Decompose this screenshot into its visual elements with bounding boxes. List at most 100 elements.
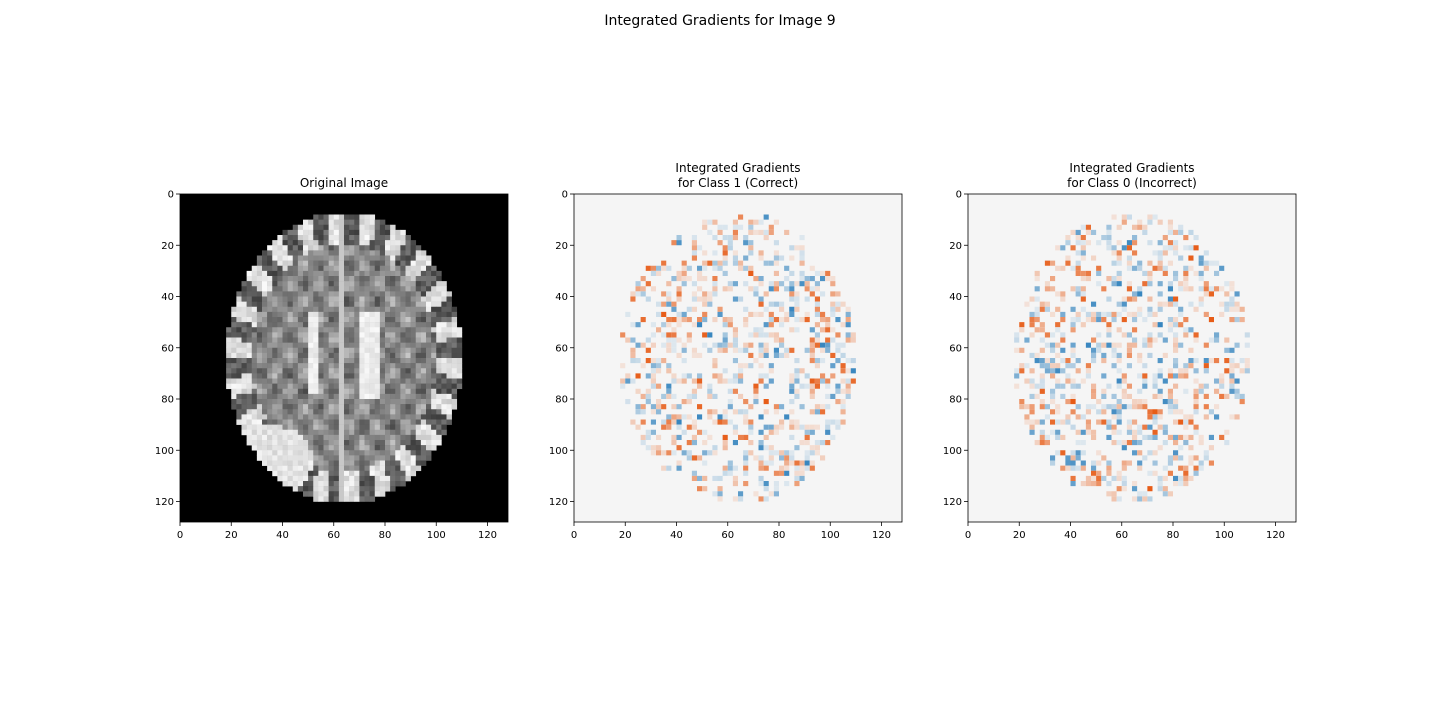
heatmap-cell — [277, 240, 283, 246]
attribution-cell — [825, 322, 831, 328]
attribution-cell — [1075, 270, 1081, 276]
attribution-cell — [1219, 383, 1225, 389]
attribution-cell — [768, 332, 774, 338]
heatmap-cell — [338, 296, 345, 302]
heatmap-cell — [308, 409, 314, 415]
attribution-cell — [825, 276, 831, 282]
heatmap-cell — [287, 281, 294, 287]
heatmap-cell — [349, 250, 355, 256]
attribution-cell — [1070, 409, 1076, 415]
heatmap-cell — [323, 450, 329, 456]
heatmap-cell — [338, 347, 345, 354]
attribution-cell — [1162, 245, 1168, 251]
heatmap-cell — [395, 470, 401, 477]
attribution-cell — [753, 393, 759, 399]
attribution-cell — [1096, 419, 1102, 425]
heatmap-cell — [349, 296, 355, 302]
attribution-cell — [676, 404, 682, 410]
attribution-cell — [743, 322, 749, 328]
heatmap-cell — [267, 265, 273, 272]
heatmap-cell — [282, 235, 288, 241]
attribution-cell — [1039, 388, 1045, 394]
attribution-cell — [666, 419, 672, 425]
attribution-cell — [748, 270, 754, 276]
heatmap-cell — [236, 347, 242, 354]
attribution-cell — [1080, 276, 1086, 282]
heatmap-cell — [415, 296, 422, 302]
attribution-cell — [717, 414, 723, 420]
attribution-cell — [748, 424, 754, 430]
attribution-cell — [1116, 440, 1122, 446]
heatmap-cell — [431, 265, 437, 272]
heatmap-cell — [426, 317, 432, 323]
attribution-cell — [1044, 414, 1050, 420]
heatmap-cell — [379, 358, 386, 364]
attribution-cell — [1137, 265, 1143, 271]
heatmap-cell — [297, 322, 304, 328]
heatmap-cell — [364, 409, 370, 415]
heatmap-cell — [431, 347, 437, 354]
heatmap-cell — [349, 419, 355, 425]
heatmap-cell — [287, 311, 294, 318]
heatmap-cell — [282, 475, 288, 482]
heatmap-cell — [415, 424, 422, 431]
heatmap-cell — [292, 399, 299, 405]
heatmap-cell — [323, 260, 329, 267]
attribution-cell — [820, 455, 826, 461]
heatmap-cell — [277, 383, 283, 390]
heatmap-cell — [333, 486, 340, 492]
heatmap-cell — [349, 440, 355, 446]
attribution-cell — [661, 291, 667, 297]
attribution-cell — [1183, 286, 1189, 292]
attribution-cell — [743, 465, 749, 471]
attribution-cell — [1137, 404, 1143, 410]
attribution-cell — [727, 235, 733, 241]
heatmap-cell — [297, 440, 304, 446]
heatmap-cell — [400, 291, 406, 297]
heatmap-cell — [349, 450, 355, 456]
attribution-cell — [1034, 352, 1040, 358]
attribution-cell — [1055, 306, 1061, 312]
attribution-cell — [830, 352, 836, 358]
heatmap-cell — [292, 470, 299, 477]
heatmap-cell — [251, 342, 258, 349]
heatmap-cell — [338, 409, 345, 415]
heatmap-cell — [426, 311, 432, 318]
heatmap-cell — [436, 342, 442, 349]
heatmap-cell — [241, 322, 247, 328]
heatmap-cell — [277, 347, 283, 354]
heatmap-cell — [415, 368, 422, 374]
attribution-cell — [768, 445, 774, 451]
attribution-cell — [814, 270, 820, 276]
heatmap-cell — [256, 363, 263, 369]
heatmap-cell — [241, 311, 247, 318]
attribution-cell — [666, 388, 672, 394]
attribution-cell — [1121, 378, 1127, 384]
heatmap-cell — [410, 358, 417, 364]
heatmap-cell — [251, 445, 258, 451]
heatmap-cell — [385, 363, 391, 369]
heatmap-cell — [374, 347, 381, 354]
heatmap-cell — [446, 311, 452, 318]
attribution-cell — [1173, 450, 1179, 456]
heatmap-cell — [303, 219, 309, 226]
attribution-cell — [763, 347, 769, 353]
attribution-cell — [717, 475, 723, 481]
heatmap-cell — [364, 235, 370, 241]
attribution-cell — [1173, 481, 1179, 487]
heatmap-cell — [354, 255, 360, 261]
attribution-cell — [1116, 260, 1122, 266]
heatmap-cell — [364, 440, 370, 446]
attribution-cell — [1055, 265, 1061, 271]
heatmap-cell — [369, 378, 376, 384]
heatmap-cell — [436, 429, 442, 436]
heatmap-cell — [246, 281, 253, 287]
heatmap-cell — [364, 240, 370, 246]
heatmap-cell — [333, 481, 340, 487]
heatmap-cell — [277, 393, 283, 400]
attribution-cell — [1029, 352, 1035, 358]
attribution-cell — [1116, 414, 1122, 420]
attribution-cell — [1126, 281, 1132, 287]
attribution-cell — [743, 399, 749, 405]
attribution-cell — [722, 445, 728, 451]
